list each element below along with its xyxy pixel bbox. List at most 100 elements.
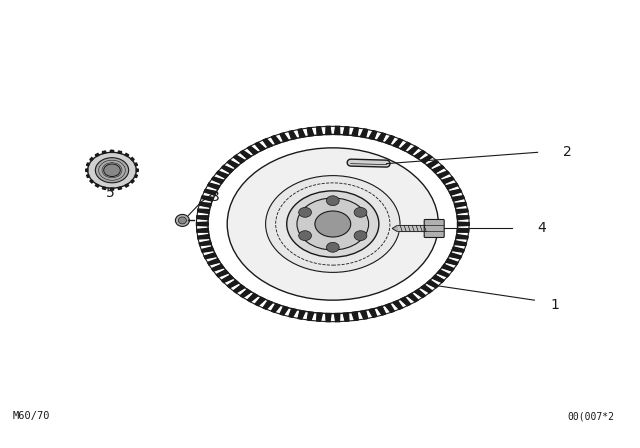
Polygon shape xyxy=(198,235,210,239)
Ellipse shape xyxy=(326,242,339,252)
Text: 3: 3 xyxy=(211,190,220,204)
Polygon shape xyxy=(118,187,122,190)
Ellipse shape xyxy=(354,207,367,217)
Polygon shape xyxy=(207,183,220,189)
Polygon shape xyxy=(442,177,454,184)
Polygon shape xyxy=(452,247,465,252)
Polygon shape xyxy=(437,171,449,178)
Polygon shape xyxy=(199,202,211,207)
Polygon shape xyxy=(280,306,289,315)
Text: 00(007*2: 00(007*2 xyxy=(568,411,614,421)
Polygon shape xyxy=(454,202,467,207)
Ellipse shape xyxy=(287,191,379,257)
Polygon shape xyxy=(240,289,252,297)
Polygon shape xyxy=(420,155,432,163)
Polygon shape xyxy=(335,314,340,322)
Polygon shape xyxy=(227,280,239,288)
Polygon shape xyxy=(234,285,245,293)
Polygon shape xyxy=(86,169,88,172)
Polygon shape xyxy=(298,310,305,319)
Polygon shape xyxy=(432,165,444,173)
Polygon shape xyxy=(118,151,122,154)
Polygon shape xyxy=(437,270,449,277)
Polygon shape xyxy=(360,310,367,319)
Polygon shape xyxy=(452,196,465,201)
Polygon shape xyxy=(263,139,273,147)
Polygon shape xyxy=(240,151,252,159)
Polygon shape xyxy=(255,142,265,151)
Polygon shape xyxy=(298,129,305,138)
Ellipse shape xyxy=(354,231,367,241)
Polygon shape xyxy=(317,313,323,321)
Polygon shape xyxy=(307,312,314,320)
Polygon shape xyxy=(95,184,99,187)
Polygon shape xyxy=(289,309,297,317)
Polygon shape xyxy=(86,163,90,166)
Text: 1: 1 xyxy=(550,297,559,312)
Polygon shape xyxy=(90,180,93,183)
Polygon shape xyxy=(199,241,211,246)
Polygon shape xyxy=(125,153,129,156)
Polygon shape xyxy=(102,151,106,154)
Polygon shape xyxy=(442,264,454,271)
Polygon shape xyxy=(420,285,432,293)
Ellipse shape xyxy=(95,158,129,183)
Text: M60/70: M60/70 xyxy=(13,411,51,421)
Polygon shape xyxy=(271,136,280,144)
Ellipse shape xyxy=(297,198,369,250)
Polygon shape xyxy=(263,301,273,309)
Polygon shape xyxy=(449,253,461,258)
Polygon shape xyxy=(216,171,228,178)
Polygon shape xyxy=(401,297,411,306)
Polygon shape xyxy=(90,158,93,161)
Polygon shape xyxy=(227,160,239,168)
Polygon shape xyxy=(414,289,426,297)
Polygon shape xyxy=(212,177,224,184)
Polygon shape xyxy=(377,133,386,142)
Polygon shape xyxy=(408,293,418,302)
Polygon shape xyxy=(360,129,367,138)
Polygon shape xyxy=(377,306,386,315)
Polygon shape xyxy=(201,247,214,252)
Polygon shape xyxy=(414,151,426,159)
Polygon shape xyxy=(136,169,138,172)
Polygon shape xyxy=(369,131,377,139)
Polygon shape xyxy=(110,188,114,190)
Ellipse shape xyxy=(299,231,312,241)
Polygon shape xyxy=(198,209,210,213)
Polygon shape xyxy=(201,196,214,201)
Polygon shape xyxy=(307,128,314,136)
Polygon shape xyxy=(125,184,129,187)
Polygon shape xyxy=(427,160,438,168)
Ellipse shape xyxy=(299,207,312,217)
Polygon shape xyxy=(335,126,340,134)
Polygon shape xyxy=(134,175,138,177)
Ellipse shape xyxy=(88,152,136,188)
Polygon shape xyxy=(458,222,469,226)
Polygon shape xyxy=(456,235,468,239)
Polygon shape xyxy=(326,314,331,322)
Polygon shape xyxy=(352,312,358,320)
Polygon shape xyxy=(204,253,216,258)
Polygon shape xyxy=(110,151,114,152)
Text: 2: 2 xyxy=(563,145,572,159)
Polygon shape xyxy=(393,301,403,309)
Polygon shape xyxy=(317,127,323,135)
FancyBboxPatch shape xyxy=(424,220,444,237)
Polygon shape xyxy=(392,225,397,232)
Polygon shape xyxy=(343,127,349,135)
Polygon shape xyxy=(207,259,220,265)
Polygon shape xyxy=(445,183,458,189)
Ellipse shape xyxy=(315,211,351,237)
Ellipse shape xyxy=(326,196,339,206)
Polygon shape xyxy=(212,264,224,271)
Polygon shape xyxy=(369,309,377,317)
Polygon shape xyxy=(196,222,208,226)
Polygon shape xyxy=(449,190,461,195)
Polygon shape xyxy=(131,180,134,183)
Polygon shape xyxy=(221,165,234,173)
Polygon shape xyxy=(385,136,394,144)
Polygon shape xyxy=(248,146,258,155)
Ellipse shape xyxy=(175,215,189,226)
Ellipse shape xyxy=(227,148,438,300)
